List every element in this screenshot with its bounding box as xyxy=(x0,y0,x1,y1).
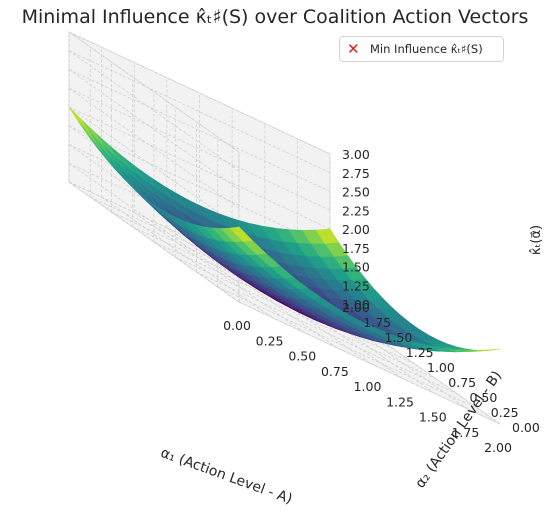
surface-mesh xyxy=(68,106,501,353)
gridline xyxy=(68,87,331,211)
gridline xyxy=(68,106,331,230)
gridline xyxy=(68,69,331,192)
z-tick-label: 2.50 xyxy=(342,185,370,200)
x-tick-label: 1.00 xyxy=(354,379,382,394)
gridline xyxy=(153,241,416,365)
x-tick-label: 0.75 xyxy=(321,364,349,379)
x-tick-label: 2.00 xyxy=(484,440,512,455)
gridline xyxy=(68,50,331,174)
x-tick-label: 1.75 xyxy=(451,425,479,440)
y-tick-label: 1.00 xyxy=(427,360,455,375)
gridline xyxy=(68,31,331,155)
gridline xyxy=(175,256,437,380)
legend-label: Min Influence κ̂ₜ♯(S) xyxy=(370,42,483,56)
y-tick-label: 1.75 xyxy=(363,315,391,330)
y-tick-label: 1.25 xyxy=(406,345,434,360)
y-tick-label: 0.75 xyxy=(448,375,476,390)
z-tick-label: 1.50 xyxy=(342,260,370,275)
legend: ✕ Min Influence κ̂ₜ♯(S) xyxy=(339,36,504,62)
gridline xyxy=(68,125,331,249)
z-axis-label: κ̂ₜ(α⃗) xyxy=(529,225,544,255)
z-tick-label: 1.75 xyxy=(342,241,370,256)
z-tick-label: 2.00 xyxy=(342,222,370,237)
z-tick-label: 3.00 xyxy=(342,147,370,162)
x-tick-label: 1.25 xyxy=(386,394,414,409)
y-tick-label: 2.00 xyxy=(342,300,370,315)
y-tick-label: 1.50 xyxy=(385,330,413,345)
gridline xyxy=(196,271,458,395)
x-tick-label: 0.00 xyxy=(223,318,251,333)
z-tick-label: 1.00 xyxy=(342,297,370,312)
x-axis-label: α₁ (Action Level - A) xyxy=(158,445,294,508)
chart-title: Minimal Influence κ̂ₜ♯(S) over Coalition… xyxy=(21,6,529,28)
z-tick-label: 2.25 xyxy=(342,203,370,218)
axis-ticks: 0.000.250.500.751.001.251.501.752.000.00… xyxy=(223,147,540,455)
legend-marker-x-icon: ✕ xyxy=(347,40,360,58)
x-tick-label: 1.50 xyxy=(419,410,447,425)
z-tick-label: 1.25 xyxy=(342,278,370,293)
y-tick-label: 0.50 xyxy=(470,390,498,405)
y-tick-label: 0.25 xyxy=(491,405,519,420)
x-tick-label: 0.50 xyxy=(288,349,316,364)
z-tick-label: 2.75 xyxy=(342,166,370,181)
x-tick-label: 0.25 xyxy=(256,333,284,348)
gridline xyxy=(238,301,501,425)
gridline xyxy=(217,286,479,410)
surface-facet xyxy=(477,348,501,352)
y-tick-label: 0.00 xyxy=(512,420,540,435)
